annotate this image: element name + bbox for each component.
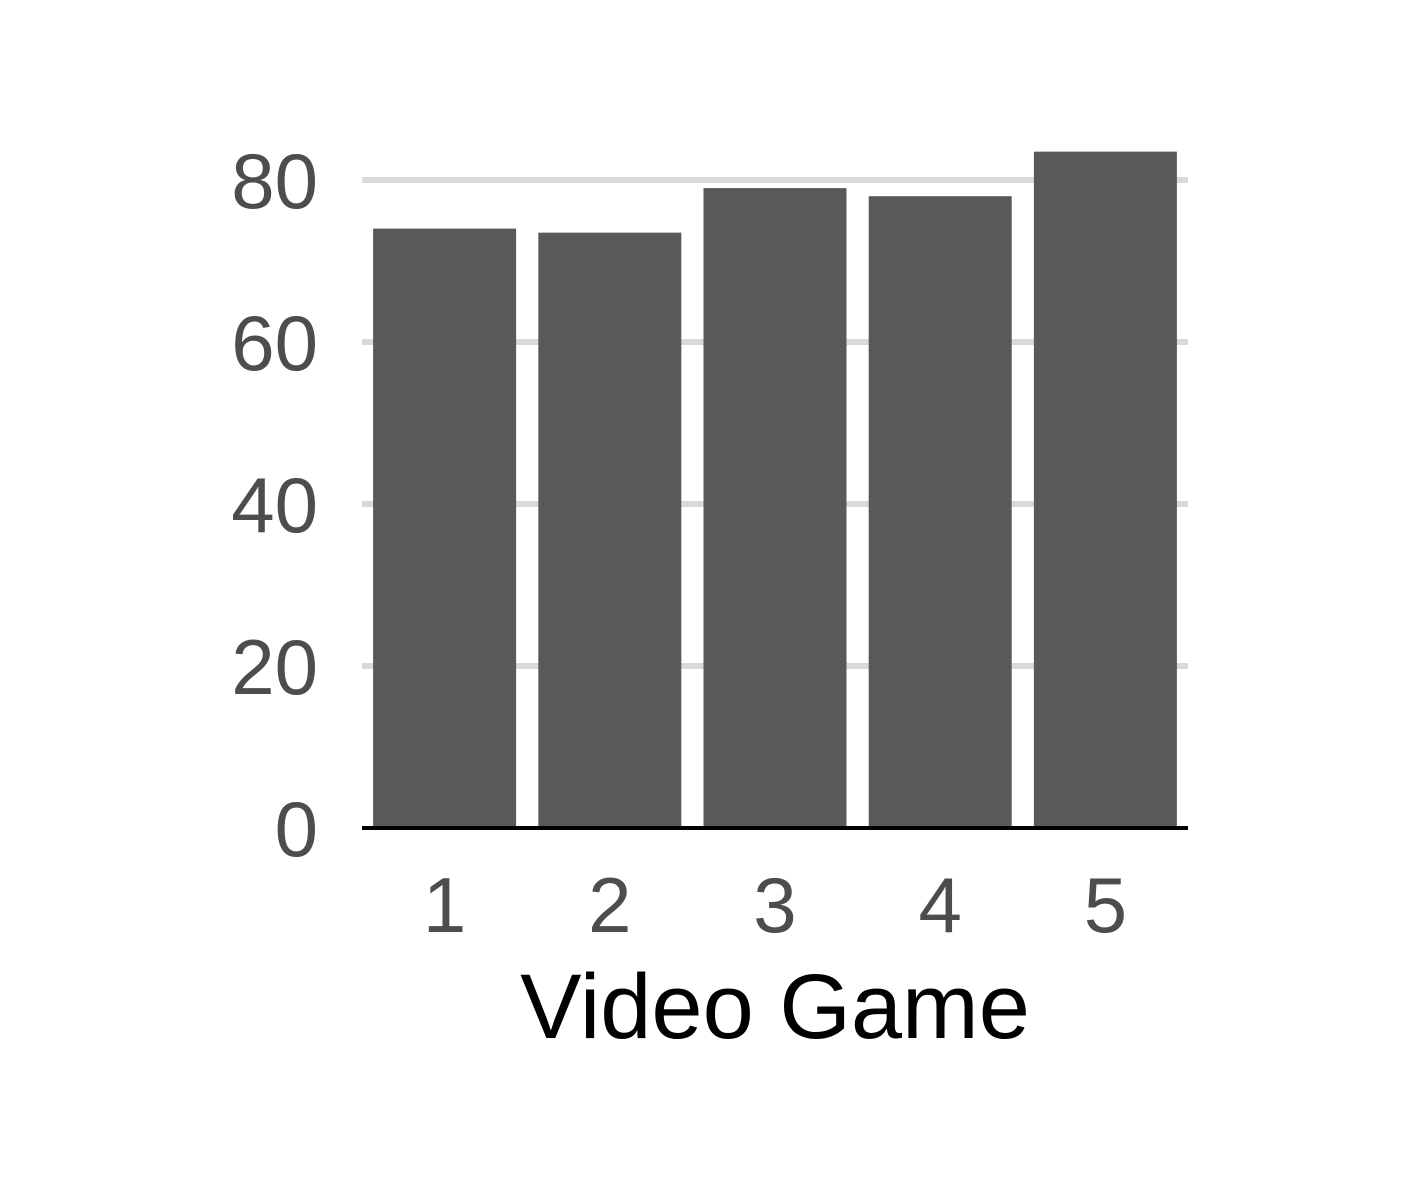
y-tick-label: 80 <box>231 137 318 225</box>
bars <box>373 151 1177 829</box>
x-tick-label: 1 <box>423 861 466 949</box>
y-tick-label: 20 <box>231 623 318 711</box>
bar-3 <box>703 188 847 829</box>
x-tick-label: 5 <box>1084 861 1127 949</box>
bar-5 <box>1033 151 1177 828</box>
y-tick-labels: 0 20 40 60 80 <box>231 137 318 873</box>
bar-2 <box>538 232 682 828</box>
x-tick-label: 4 <box>919 861 962 949</box>
x-axis-title: Video Game <box>520 956 1030 1058</box>
bar-1 <box>373 228 517 829</box>
x-tick-label: 3 <box>753 861 796 949</box>
bar-4 <box>868 196 1012 828</box>
x-tick-labels: 1 2 3 4 5 <box>423 861 1127 949</box>
y-tick-label: 60 <box>231 299 318 387</box>
x-tick-label: 2 <box>588 861 631 949</box>
y-tick-label: 40 <box>231 461 318 549</box>
y-tick-label: 0 <box>275 785 318 873</box>
